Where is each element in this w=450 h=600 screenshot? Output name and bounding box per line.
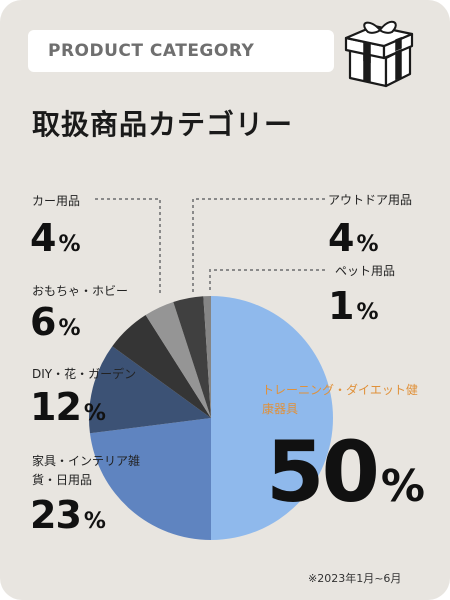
value-unit: % — [380, 461, 425, 512]
value-number: 50 — [266, 423, 380, 521]
value-unit: % — [356, 300, 379, 325]
slice-label-car: カー用品 — [32, 194, 81, 208]
value-number: 1 — [328, 284, 354, 328]
value-number: 4 — [30, 216, 56, 260]
category-header-text: PRODUCT CATEGORY — [48, 41, 255, 61]
value-unit: % — [83, 509, 106, 534]
pie-slice-4 — [145, 301, 211, 418]
slice-label-toys: おもちゃ・ホビー — [32, 284, 129, 298]
value-unit: % — [58, 316, 81, 341]
category-header: PRODUCT CATEGORY — [28, 30, 334, 72]
slice-value-car: 4% — [30, 219, 81, 257]
leader-line-pet — [209, 269, 325, 292]
slice-label-pet: ペット用品 — [335, 264, 396, 278]
slice-label-furniture: 家具・インテリア雑貨・日用品 — [32, 454, 141, 487]
slice-value-pet: 1% — [328, 287, 379, 325]
leader-lines — [95, 198, 325, 296]
pie-slice-5 — [173, 296, 211, 418]
pie-slice-2 — [88, 346, 211, 434]
value-number: 6 — [30, 300, 56, 344]
slice-value-diy: 12% — [30, 388, 106, 426]
chart-title: 取扱商品カテゴリー — [32, 108, 294, 141]
value-number: 23 — [30, 493, 82, 537]
slice-label-training: トレーニング・ダイエット健康器具 — [262, 383, 418, 416]
value-unit: % — [83, 401, 106, 426]
gift-box-icon — [344, 20, 414, 88]
leader-line-outdoor — [192, 198, 325, 293]
date-range-note: ※2023年1月~6月 — [308, 572, 402, 585]
value-number: 4 — [328, 216, 354, 260]
pie-slice-1 — [89, 418, 211, 540]
pie-slice-0 — [211, 296, 333, 540]
slice-value-outdoor: 4% — [328, 219, 379, 257]
slice-value-training: 50% — [266, 430, 425, 514]
pie-slice-6 — [203, 296, 211, 418]
pie-slice-3 — [112, 314, 211, 418]
slice-value-toys: 6% — [30, 303, 81, 341]
slice-value-furniture: 23% — [30, 496, 106, 534]
slice-label-outdoor: アウトドア用品 — [328, 193, 413, 207]
value-number: 12 — [30, 385, 82, 429]
slice-label-diy: DIY・花・ガーデン — [32, 367, 137, 381]
value-unit: % — [58, 232, 81, 257]
value-unit: % — [356, 232, 379, 257]
